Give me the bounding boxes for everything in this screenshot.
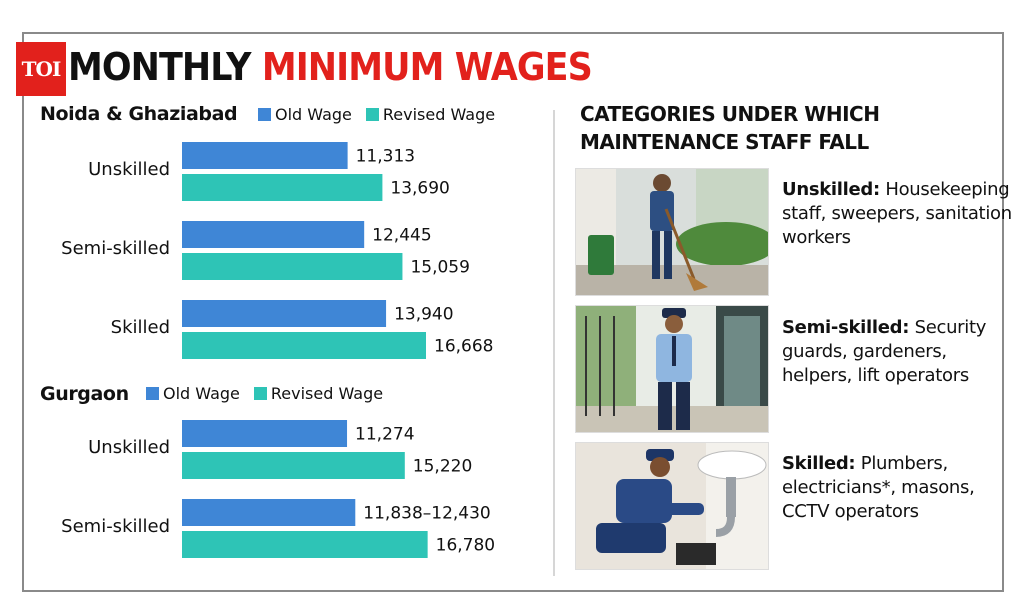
plumber-photo — [575, 442, 769, 570]
toi-logo: TOI — [16, 42, 66, 96]
noida-legend: Old Wage Revised Wage — [258, 105, 495, 124]
revised-wage-bar — [182, 253, 403, 280]
bar-value-label: 11,313 — [356, 147, 415, 167]
category-label: Skilled — [111, 317, 170, 338]
old-wage-bar — [182, 221, 365, 248]
category-unskilled-text: Unskilled: Housekeeping staff, sweepers,… — [782, 178, 1017, 250]
legend-label-revised: Revised Wage — [270, 384, 384, 403]
legend-label-revised: Revised Wage — [382, 105, 496, 124]
category-skilled-label: Skilled: — [782, 453, 856, 474]
page-title: MONTHLY MINIMUM WAGES — [68, 40, 593, 94]
bar-value-label: 13,940 — [394, 305, 453, 325]
category-label: Semi-skilled — [61, 516, 170, 537]
gurgaon-wage-chart: Unskilled 11,274 15,220 Semi-skilled 11,838–… — [61, 420, 495, 558]
bar-value-label: 15,220 — [413, 457, 472, 477]
category-semiskilled-text: Semi-skilled: Security guards, gardeners… — [782, 316, 1017, 388]
bar-value-label: 16,668 — [434, 337, 493, 357]
legend-item-old: Old Wage — [146, 384, 240, 403]
column-divider — [553, 110, 555, 576]
old-wage-bar — [182, 499, 356, 526]
revised-wage-bar — [182, 332, 426, 359]
title-part-minimum-wages: MINIMUM WAGES — [261, 45, 593, 89]
noida-section-title: Noida & Ghaziabad — [40, 103, 238, 125]
noida-wage-chart: Unskilled 11,313 13,690 Semi-skilled 12,445 1… — [61, 142, 493, 359]
legend-swatch-revised — [253, 387, 267, 400]
category-skilled-desc: Plumbers, electricians*, masons, CCTV op… — [782, 453, 975, 522]
old-wage-bar — [182, 420, 348, 447]
category-semiskilled-label: Semi-skilled: — [782, 317, 910, 338]
category-label: Unskilled — [88, 159, 170, 180]
category-skilled-text: Skilled: Plumbers, electricians*, masons… — [782, 452, 1017, 524]
categories-heading-line1: CATEGORIES UNDER WHICH — [580, 102, 880, 126]
legend-item-revised: Revised Wage — [365, 105, 496, 124]
legend-swatch-old — [258, 108, 271, 121]
sweeper-photo — [575, 168, 769, 296]
legend-swatch-old — [146, 387, 159, 400]
legend-item-old: Old Wage — [258, 105, 352, 124]
title-part-monthly: MONTHLY — [68, 45, 252, 89]
legend-item-revised: Revised Wage — [253, 384, 384, 403]
old-wage-bar — [182, 300, 387, 327]
security-guard-photo — [575, 305, 769, 433]
revised-wage-bar — [182, 452, 405, 479]
category-semiskilled-desc: Security guards, gardeners, helpers, lif… — [782, 317, 987, 386]
gurgaon-legend: Old Wage Revised Wage — [146, 384, 383, 403]
bar-value-label: 15,059 — [410, 258, 469, 278]
gurgaon-section-title: Gurgaon — [40, 383, 129, 405]
bar-value-label: 12,445 — [372, 226, 431, 246]
legend-swatch-revised — [365, 108, 379, 121]
legend-label-old: Old Wage — [163, 384, 240, 403]
old-wage-bar — [182, 142, 348, 169]
bar-value-label: 11,838–12,430 — [363, 504, 490, 524]
category-label: Unskilled — [88, 437, 170, 458]
categories-heading: CATEGORIES UNDER WHICH MAINTENANCE STAFF… — [580, 100, 880, 156]
categories-heading-line2: MAINTENANCE STAFF FALL — [580, 130, 869, 154]
category-label: Semi-skilled — [61, 238, 170, 259]
category-unskilled-desc: Housekeeping staff, sweepers, sanitation… — [782, 179, 1012, 248]
category-unskilled-label: Unskilled: — [782, 179, 880, 200]
bar-value-label: 13,690 — [390, 179, 449, 199]
legend-label-old: Old Wage — [275, 105, 352, 124]
bar-value-label: 11,274 — [355, 425, 414, 445]
revised-wage-bar — [182, 531, 428, 558]
revised-wage-bar — [182, 174, 383, 201]
bar-value-label: 16,780 — [436, 536, 495, 556]
